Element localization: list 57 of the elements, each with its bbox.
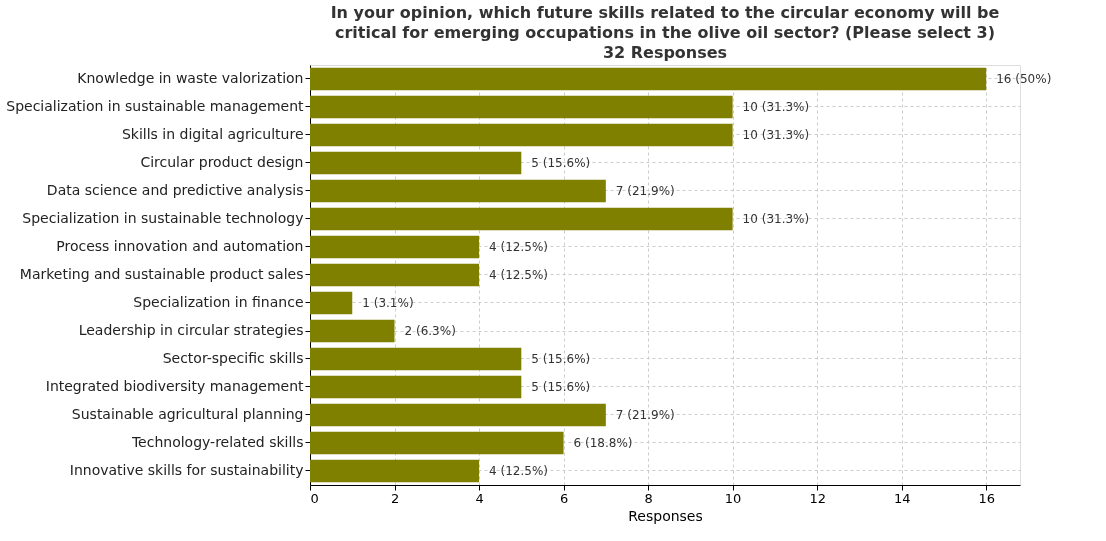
bar [310, 319, 395, 343]
bar [310, 123, 733, 147]
data-label: 4 (12.5%) [489, 240, 548, 254]
x-tick-label: 14 [893, 490, 911, 506]
bar [310, 291, 353, 315]
data-label: 7 (21.9%) [615, 184, 675, 198]
bar [310, 431, 564, 455]
y-tick-label: Specialization in finance [133, 294, 304, 310]
y-tick-label: Sector-specific skills [162, 350, 304, 366]
data-label: 10 (31.3%) [742, 128, 810, 142]
x-tick-label: 2 [390, 490, 400, 506]
bar [310, 235, 480, 259]
x-tick-label: 0 [310, 490, 319, 506]
y-tick-label: Knowledge in waste valorization [77, 70, 304, 86]
data-label: 10 (31.3%) [742, 212, 810, 226]
y-tick-label: Integrated biodiversity management [45, 378, 304, 394]
data-label: 4 (12.5%) [489, 464, 548, 478]
bar [310, 151, 522, 175]
x-tick-label: 12 [809, 490, 826, 506]
y-tick-label: Innovative skills for sustainability [69, 462, 304, 478]
y-tick-label: Marketing and sustainable product sales [19, 266, 304, 282]
x-axis-title: Responses [628, 507, 703, 524]
chart-subtitle: 32 Responses [602, 43, 728, 62]
data-label: 1 (3.1%) [362, 296, 414, 310]
x-tick-label: 10 [724, 490, 742, 506]
bar [310, 459, 480, 483]
bar [310, 347, 522, 371]
bar [310, 179, 606, 203]
x-tick-label: 6 [559, 490, 569, 506]
bar [310, 207, 733, 231]
data-label: 4 (12.5%) [489, 268, 548, 282]
data-label: 5 (15.6%) [531, 156, 591, 170]
data-label: 10 (31.3%) [742, 100, 810, 114]
y-tick-label: Sustainable agricultural planning [71, 406, 304, 422]
y-tick-label: Data science and predictive analysis [46, 182, 304, 198]
x-tick-label: 16 [978, 490, 995, 506]
y-tick-label: Leadership in circular strategies [78, 322, 304, 338]
bar [310, 403, 606, 427]
data-label: 6 (18.8%) [573, 436, 633, 450]
y-tick-label: Technology-related skills [130, 434, 304, 450]
bar [310, 263, 480, 287]
data-label: 16 (50%) [996, 72, 1052, 86]
y-tick-label: Specialization in sustainable management [6, 98, 305, 114]
bar [310, 375, 522, 399]
data-label: 2 (6.3%) [404, 324, 456, 338]
y-tick-label: Specialization in sustainable technology [22, 210, 304, 226]
data-label: 7 (21.9%) [615, 408, 675, 422]
y-tick-label: Circular product design [140, 154, 304, 170]
bar [310, 67, 987, 91]
y-tick-label: Skills in digital agriculture [121, 126, 304, 142]
bar [310, 95, 733, 119]
x-tick-label: 8 [644, 490, 653, 506]
data-label: 5 (15.6%) [531, 352, 591, 366]
x-tick-label: 4 [475, 490, 484, 506]
y-tick-label: Process innovation and automation [56, 238, 304, 254]
chart-title: In your opinion, which future skills related to the circular economy will be critical for emerging occupations in the olive oil sector? (Please select 3) [330, 3, 1000, 42]
data-label: 5 (15.6%) [531, 380, 591, 394]
